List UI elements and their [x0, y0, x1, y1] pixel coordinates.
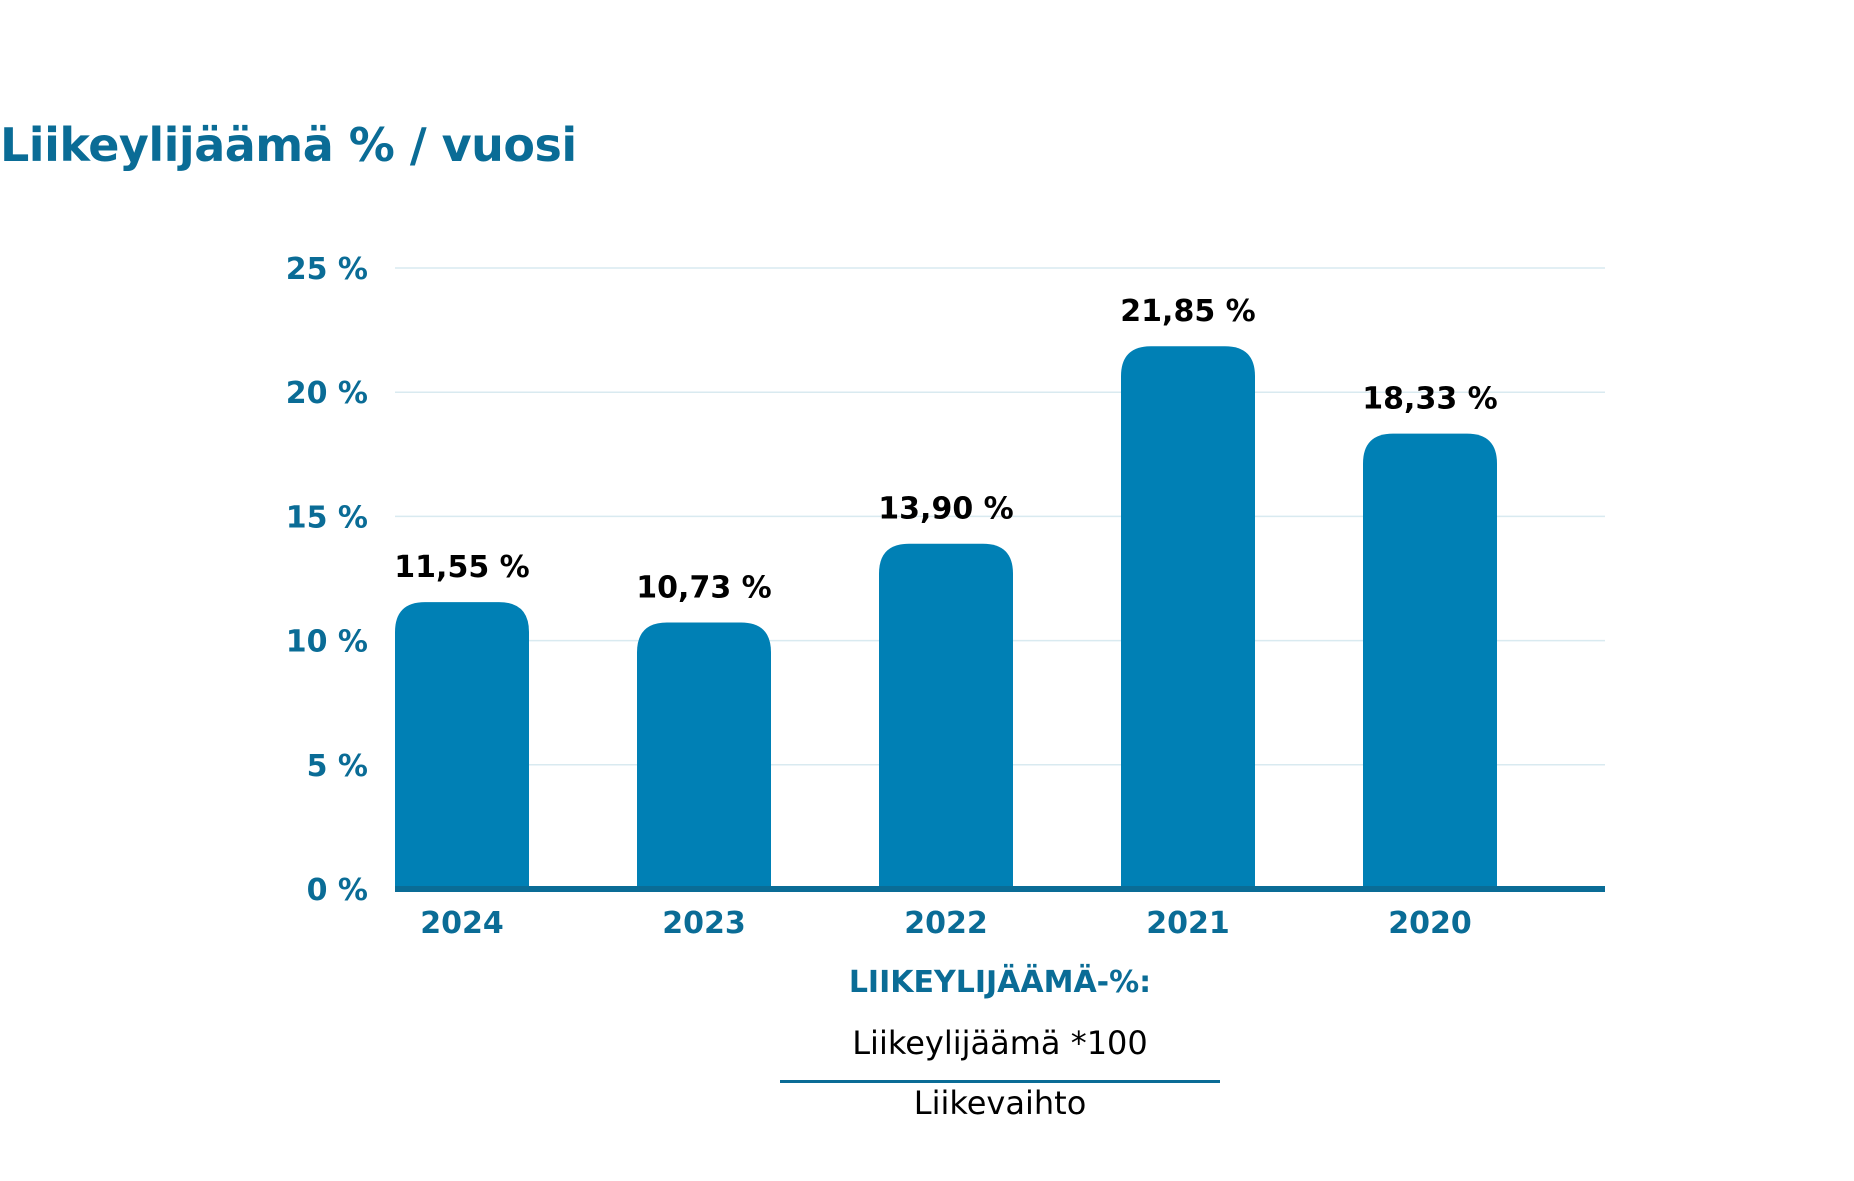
x-axis-baseline: [395, 886, 1605, 892]
bar-2021: [1121, 346, 1255, 890]
y-tick-label: 15 %: [286, 500, 368, 535]
y-axis-tick-labels: 0 % 5 % 10 % 15 % 20 % 25 %: [286, 252, 368, 908]
chart-title: Liikeylijäämä % / vuosi: [0, 118, 577, 172]
formula-denominator: Liikevaihto: [913, 1084, 1087, 1122]
x-tick-label: 2023: [662, 906, 746, 941]
formula-heading: LIIKEYLIJÄÄMÄ-%:: [848, 965, 1152, 1000]
bar-2020: [1363, 433, 1497, 889]
x-tick-label: 2024: [420, 906, 504, 941]
bar-value-label: 18,33 %: [1362, 382, 1497, 417]
bar-value-label: 13,90 %: [878, 492, 1013, 527]
y-tick-label: 0 %: [307, 873, 368, 908]
y-tick-label: 20 %: [286, 376, 368, 411]
bar-2022: [879, 543, 1013, 889]
x-tick-label: 2022: [904, 906, 988, 941]
formula-numerator: Liikeylijäämä *100: [852, 1024, 1148, 1062]
y-tick-label: 25 %: [286, 252, 368, 287]
formula-fraction-line: [780, 1080, 1220, 1083]
x-tick-label: 2020: [1388, 906, 1472, 941]
y-tick-label: 10 %: [286, 625, 368, 660]
bar-value-labels: 11,55 % 10,73 % 13,90 % 21,85 % 18,33 %: [394, 294, 1497, 605]
bar-value-label: 10,73 %: [636, 570, 771, 605]
bar-2024: [395, 602, 529, 889]
bar-value-label: 21,85 %: [1120, 294, 1255, 329]
bars: [395, 346, 1497, 890]
x-tick-label: 2021: [1146, 906, 1230, 941]
x-axis-line: [395, 886, 1605, 892]
x-axis-tick-labels: 2024 2023 2022 2021 2020: [420, 906, 1472, 941]
bar-chart: 0 % 5 % 10 % 15 % 20 % 25 % 11,55 % 10,73 % 13,…: [286, 252, 1605, 941]
bar-2023: [637, 622, 771, 889]
bar-value-label: 11,55 %: [394, 550, 529, 585]
y-tick-label: 5 %: [307, 749, 368, 784]
